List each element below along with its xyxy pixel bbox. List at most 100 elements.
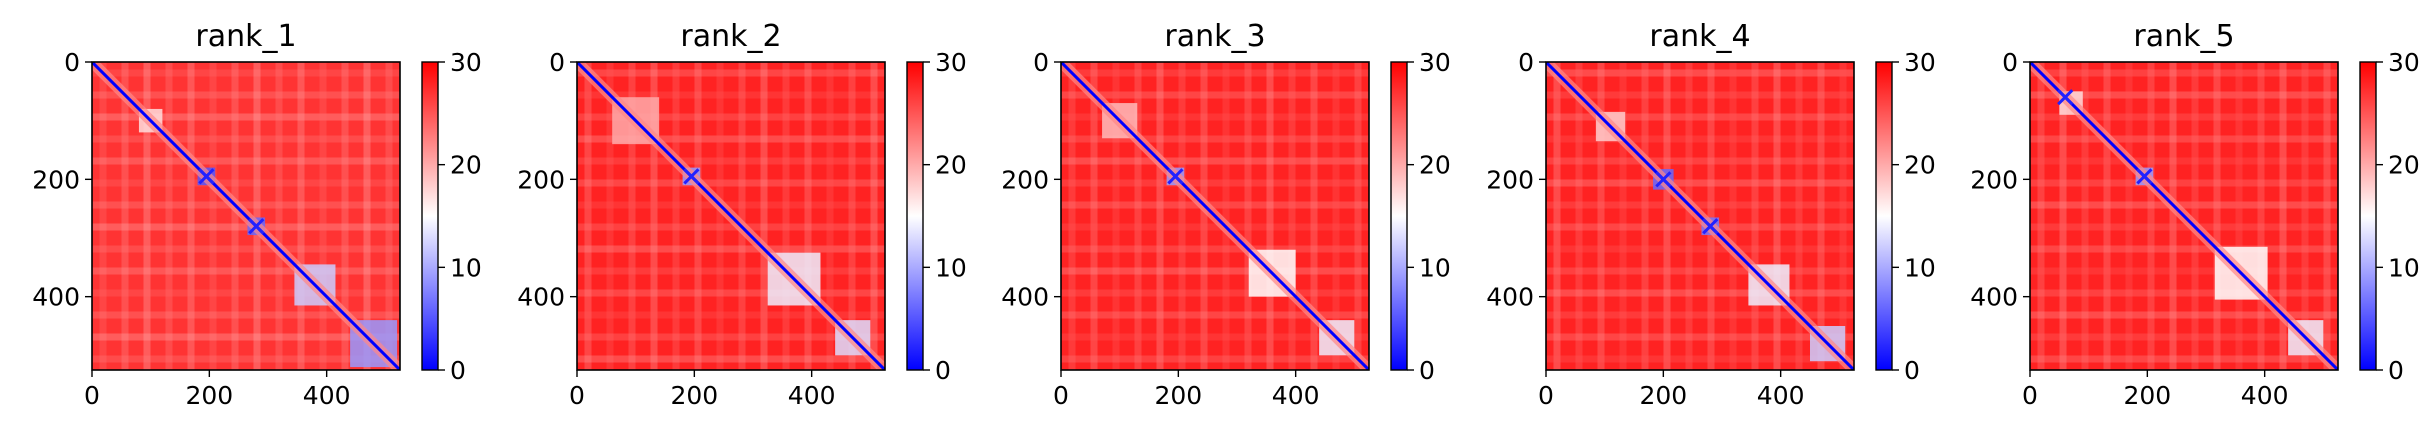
- panel-title: rank_3: [1164, 19, 1265, 54]
- heatmap-band: [1839, 62, 1847, 370]
- heatmap-band: [1061, 69, 1369, 77]
- heatmap-band: [650, 62, 658, 370]
- heatmap-band: [363, 62, 371, 370]
- colorbar-tick-label: 20: [1904, 151, 1936, 180]
- heatmap-band: [1061, 113, 1369, 121]
- heatmap-band: [92, 201, 400, 209]
- heatmap-band: [1729, 62, 1737, 370]
- colorbar-tick-label: 30: [1419, 48, 1451, 77]
- heatmap-band: [577, 223, 885, 231]
- heatmap-band: [1546, 179, 1854, 187]
- heatmap-band: [121, 62, 129, 370]
- colorbar: [2360, 62, 2376, 370]
- cross-mark: [1655, 171, 1672, 188]
- heatmap-band: [1685, 62, 1693, 370]
- colorbar: [1391, 62, 1407, 370]
- heatmap-band: [1332, 62, 1340, 370]
- colorbar-frame: [2359, 61, 2377, 371]
- heatmap-band: [2169, 62, 2177, 370]
- y-tick-label: 200: [1486, 165, 1534, 194]
- heatmap-band: [1061, 289, 1369, 297]
- y-tick-label: 0: [64, 48, 80, 77]
- heatmap-band: [1061, 267, 1369, 275]
- heatmap-band: [341, 62, 349, 370]
- heatmap-band: [2030, 113, 2338, 121]
- diagonal-line: [1061, 62, 1369, 370]
- plot-frame: [576, 61, 886, 371]
- heatmap-band: [577, 157, 885, 165]
- heatmap-band: [187, 62, 195, 370]
- x-tick-label: 200: [1154, 381, 1202, 410]
- heatmap-band: [1641, 62, 1649, 370]
- y-tick-label: 0: [549, 48, 565, 77]
- diagonal-line: [577, 62, 885, 370]
- colorbar-frame: [1875, 61, 1893, 371]
- heatmap-band: [1546, 157, 1854, 165]
- heatmap-band: [2030, 289, 2338, 297]
- x-tick-label: 0: [2022, 381, 2038, 410]
- heatmap-band: [584, 62, 592, 370]
- heatmap-band: [826, 62, 834, 370]
- cross-mark: [2057, 89, 2074, 106]
- heatmap-band: [92, 113, 400, 121]
- heatmap-band: [1156, 62, 1164, 370]
- x-tick-label: 400: [1272, 381, 1320, 410]
- heatmap-band: [1134, 62, 1142, 370]
- heatmap-band: [231, 62, 239, 370]
- heatmap-band: [577, 245, 885, 253]
- heatmap-band: [143, 62, 151, 370]
- cross-mark: [1167, 168, 1184, 185]
- x-tick-label: 200: [2123, 381, 2171, 410]
- heatmap-band: [2213, 62, 2221, 370]
- y-tick-label: 200: [1001, 165, 1049, 194]
- heatmap-band: [1068, 62, 1076, 370]
- colorbar-tick-label: 10: [935, 253, 967, 282]
- y-tick-label: 400: [1970, 283, 2018, 312]
- heatmap-band: [1061, 201, 1369, 209]
- heatmap-band: [165, 62, 173, 370]
- heatmap-band: [1546, 201, 1854, 209]
- x-tick-label: 400: [788, 381, 836, 410]
- heatmap-band: [92, 289, 400, 297]
- heatmap-band: [2037, 62, 2045, 370]
- plot-frame: [91, 61, 401, 371]
- heatmap-band: [2081, 62, 2089, 370]
- x-tick-label: 400: [2241, 381, 2289, 410]
- x-tick-label: 0: [1538, 381, 1554, 410]
- panel-5: rank_5 0 200 400 0 200 400 0 10 20 30: [1970, 19, 2420, 410]
- y-tick-label: 0: [1518, 48, 1534, 77]
- colorbar-frame: [906, 61, 924, 371]
- y-tick-label: 400: [32, 283, 80, 312]
- colorbar-tick-label: 0: [1419, 356, 1435, 385]
- heatmap-band: [1575, 62, 1583, 370]
- heatmap-band: [1310, 62, 1318, 370]
- heatmap-band: [1663, 62, 1671, 370]
- heatmap-band: [577, 355, 885, 363]
- heatmap-band: [2279, 62, 2287, 370]
- heatmap-band: [1773, 62, 1781, 370]
- heatmap-band: [1288, 62, 1296, 370]
- heatmap-band: [1795, 62, 1803, 370]
- colorbar-tick-label: 30: [2388, 48, 2420, 77]
- heatmap-band: [319, 62, 327, 370]
- heatmap-band: [1546, 223, 1854, 231]
- colorbar-tick-label: 10: [450, 253, 482, 282]
- colorbar-tick-label: 30: [450, 48, 482, 77]
- colorbar-tick-label: 20: [2388, 151, 2420, 180]
- plot-frame: [2029, 61, 2339, 371]
- heatmap-band: [2103, 62, 2111, 370]
- x-tick-label: 200: [1639, 381, 1687, 410]
- colorbar-frame: [1390, 61, 1408, 371]
- heatmap-band: [99, 62, 107, 370]
- heatmap-band: [1707, 62, 1715, 370]
- heatmap-band: [1546, 289, 1854, 297]
- heatmap-band: [2147, 62, 2155, 370]
- heatmap-band: [1061, 91, 1369, 99]
- panel-title: rank_2: [680, 19, 781, 54]
- heatmap-band: [92, 91, 400, 99]
- plot-frame: [1060, 61, 1370, 371]
- heatmap-band: [92, 179, 400, 187]
- heatmap-band: [92, 69, 400, 77]
- panel-4: rank_4 0 200 400 0 200 400 0 10 20 30: [1486, 19, 1936, 410]
